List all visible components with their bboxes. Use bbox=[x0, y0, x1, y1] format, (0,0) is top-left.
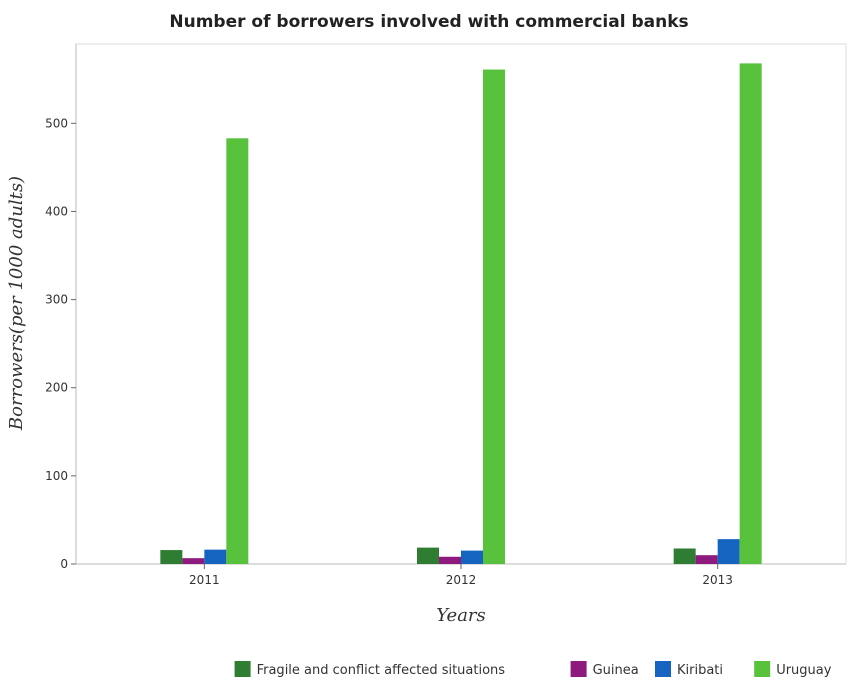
bar bbox=[204, 550, 226, 564]
bar bbox=[417, 548, 439, 564]
y-tick-label: 500 bbox=[45, 116, 68, 130]
legend-label: Fragile and conflict affected situations bbox=[257, 663, 506, 678]
bar bbox=[483, 70, 505, 564]
bar bbox=[182, 558, 204, 564]
legend-swatch bbox=[571, 661, 587, 677]
bar bbox=[740, 63, 762, 564]
legend-swatch bbox=[655, 661, 671, 677]
legend-label: Kiribati bbox=[677, 663, 723, 678]
bar bbox=[160, 550, 182, 564]
legend-label: Uruguay bbox=[776, 663, 832, 678]
y-tick-label: 300 bbox=[45, 293, 68, 307]
bars bbox=[160, 63, 761, 564]
bar bbox=[696, 555, 718, 564]
y-tick-label: 400 bbox=[45, 204, 68, 218]
legend: Fragile and conflict affected situations… bbox=[235, 661, 832, 678]
y-axis-label: Borrowers(per 1000 adults) bbox=[6, 176, 27, 431]
y-tick-label: 200 bbox=[45, 381, 68, 395]
plot-area bbox=[76, 44, 846, 564]
bar bbox=[439, 557, 461, 564]
x-tick-label: 2012 bbox=[446, 573, 477, 587]
y-tick-label: 100 bbox=[45, 469, 68, 483]
x-axis-label: Years bbox=[436, 605, 486, 626]
bar bbox=[718, 539, 740, 564]
bar bbox=[226, 138, 248, 564]
y-axis: 0 100 200 300 400 500 bbox=[45, 44, 76, 571]
legend-swatch bbox=[754, 661, 770, 677]
x-axis: 2011 2012 2013 bbox=[76, 564, 846, 587]
legend-label: Guinea bbox=[593, 663, 639, 678]
bar bbox=[674, 548, 696, 564]
y-tick-label: 0 bbox=[60, 557, 68, 571]
x-tick-label: 2013 bbox=[702, 573, 733, 587]
legend-swatch bbox=[235, 661, 251, 677]
bar bbox=[461, 551, 483, 564]
x-tick-label: 2011 bbox=[189, 573, 220, 587]
chart-title: Number of borrowers involved with commer… bbox=[169, 12, 688, 32]
